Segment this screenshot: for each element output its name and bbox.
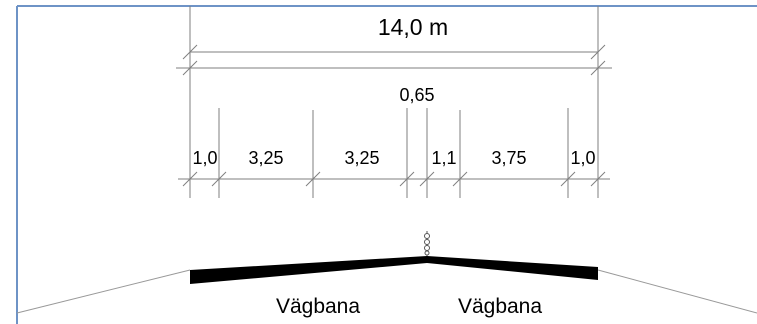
segment-width-label: 3,75 <box>491 148 527 168</box>
segment-width-label: 1,0 <box>192 148 218 168</box>
dimension-tick <box>452 171 468 187</box>
outer-width-label: 0,65 <box>399 85 435 105</box>
dimension-tick <box>399 171 415 187</box>
dimension-tick <box>590 44 606 60</box>
dimension-tick <box>182 44 198 60</box>
segment-width-label: 1,0 <box>570 148 596 168</box>
dimension-tick <box>182 171 198 187</box>
dimension-tick <box>182 60 198 76</box>
dimension-tick <box>590 171 606 187</box>
right-embankment-slope <box>597 269 757 314</box>
segment-width-label: 3,25 <box>248 148 284 168</box>
dimension-tick <box>590 60 606 76</box>
dimension-tick <box>305 171 321 187</box>
right-carriageway-label: Vägbana <box>457 295 543 318</box>
barrier-post-icon <box>424 231 430 256</box>
left-carriageway-label: Vägbana <box>275 295 361 318</box>
total-width-label: 14,0 m <box>377 14 449 40</box>
right-carriageway-surface <box>427 256 598 280</box>
left-carriageway-surface <box>190 256 427 284</box>
dimension-tick <box>560 171 576 187</box>
dimension-tick <box>211 171 227 187</box>
left-embankment-slope <box>16 269 191 314</box>
dimension-tick <box>419 171 435 187</box>
segment-width-label: 3,25 <box>344 148 380 168</box>
segment-width-label: 1,1 <box>431 148 457 168</box>
